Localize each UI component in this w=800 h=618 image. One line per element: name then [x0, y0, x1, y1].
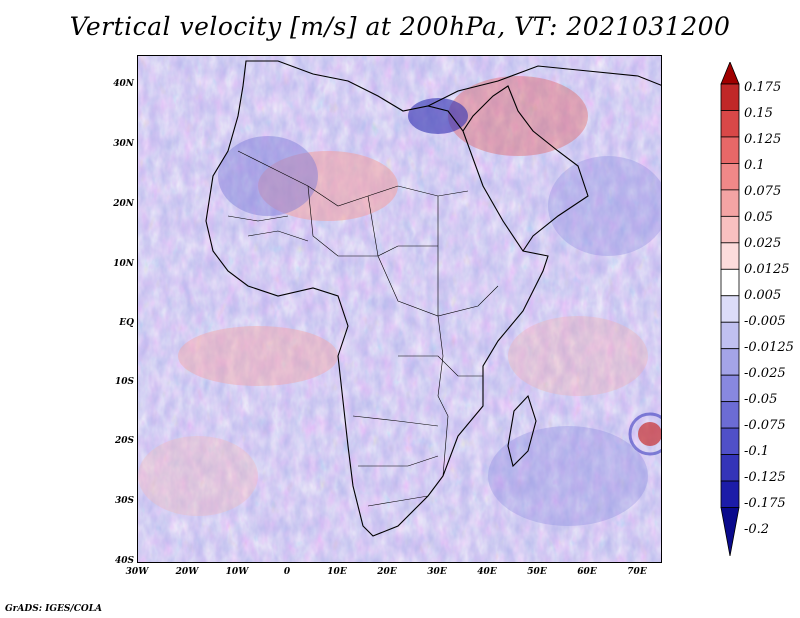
- colorbar-label: -0.2: [744, 522, 770, 537]
- lon-label: 60E: [577, 567, 597, 577]
- colorbar-label: 0.125: [744, 132, 782, 147]
- colorbar-swatch: [720, 268, 740, 297]
- lat-label: 40N: [113, 79, 134, 89]
- credit-text: GrADS: IGES/COLA: [5, 604, 103, 614]
- lat-label: 20N: [113, 199, 134, 209]
- map-panel: [137, 55, 662, 563]
- colorbar-label: 0.05: [744, 210, 773, 225]
- colorbar-swatch: [720, 321, 740, 350]
- lon-label: 20E: [377, 567, 397, 577]
- colorbar-label: 0.075: [744, 184, 782, 199]
- colorbar-label: -0.05: [744, 392, 778, 407]
- colorbar-swatch: [720, 242, 740, 270]
- colorbar-label: 0.0125: [744, 262, 790, 277]
- colorbar-label: 0.15: [744, 106, 773, 121]
- colorbar-swatch: [720, 295, 740, 323]
- colorbar-label: -0.075: [744, 418, 786, 433]
- colorbar-label: -0.005: [744, 314, 786, 329]
- colorbar-top-arrow: [720, 62, 740, 85]
- colorbar-label: 0.025: [744, 236, 782, 251]
- lon-label: 70E: [627, 567, 647, 577]
- colorbar-label: 0.175: [744, 80, 782, 95]
- colorbar-swatch: [720, 83, 740, 111]
- colorbar-label: -0.025: [744, 366, 786, 381]
- lat-label: EQ: [119, 318, 134, 328]
- colorbar-label: -0.125: [744, 470, 786, 485]
- colorbar-bottom-arrow: [720, 507, 740, 556]
- colorbar-label: -0.175: [744, 496, 786, 511]
- colorbar-label: -0.1: [744, 444, 770, 459]
- colorbar-label: -0.0125: [744, 340, 794, 355]
- colorbar-swatch: [720, 189, 740, 217]
- chart-title: Vertical velocity [m/s] at 200hPa, VT: 2…: [69, 12, 731, 41]
- lat-label: 30N: [113, 139, 134, 149]
- lon-label: 10W: [225, 567, 249, 577]
- lon-label: 30W: [125, 567, 149, 577]
- colorbar: [720, 62, 740, 556]
- lat-label: 40S: [114, 556, 134, 566]
- colorbar-swatch: [720, 480, 740, 508]
- colorbar-label: 0.1: [744, 158, 765, 173]
- colorbar-swatch: [720, 348, 740, 376]
- country-borders: [227, 150, 499, 507]
- lat-label: 30S: [114, 496, 134, 506]
- colorbar-swatch: [720, 454, 740, 482]
- colorbar-swatch: [720, 163, 740, 191]
- colorbar-swatch: [720, 374, 740, 403]
- lon-label: 30E: [427, 567, 447, 577]
- lon-label: 10E: [327, 567, 347, 577]
- colorbar-swatch: [720, 215, 740, 244]
- colorbar-swatch: [720, 136, 740, 164]
- lon-label: 20W: [175, 567, 199, 577]
- vertical-velocity-field: [138, 56, 661, 562]
- lat-label: 10N: [113, 259, 134, 269]
- colorbar-swatch: [720, 401, 740, 429]
- lon-label: 40E: [477, 567, 497, 577]
- colorbar-swatch: [720, 110, 740, 138]
- lat-label: 10S: [114, 377, 134, 387]
- lat-label: 20S: [114, 436, 134, 446]
- colorbar-swatch: [720, 427, 740, 455]
- lon-label: 50E: [527, 567, 547, 577]
- colorbar-label: 0.005: [744, 288, 782, 303]
- lon-label: 0: [283, 567, 291, 577]
